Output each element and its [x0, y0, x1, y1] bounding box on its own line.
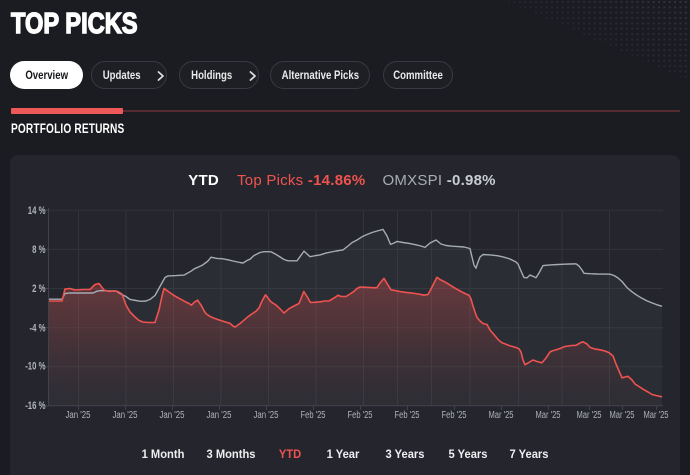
svg-text:Jan '25: Jan '25 [254, 410, 279, 421]
svg-text:Mar '25: Mar '25 [536, 410, 561, 421]
svg-text:-10 %: -10 % [25, 359, 46, 372]
svg-text:Jan '25: Jan '25 [66, 410, 91, 421]
svg-text:Jan '25: Jan '25 [160, 410, 185, 421]
svg-text:Mar '25: Mar '25 [489, 410, 514, 421]
svg-text:14 %: 14 % [28, 204, 46, 217]
svg-text:Mar '25: Mar '25 [644, 410, 669, 421]
svg-text:Mar '25: Mar '25 [610, 410, 635, 421]
svg-text:Jan '25: Jan '25 [207, 410, 232, 421]
svg-text:-16 %: -16 % [25, 399, 46, 412]
svg-text:Feb '25: Feb '25 [348, 410, 373, 421]
svg-text:Mar '25: Mar '25 [577, 410, 602, 421]
svg-text:Feb '25: Feb '25 [395, 410, 420, 421]
svg-text:2 %: 2 % [32, 282, 46, 295]
svg-text:Jan '25: Jan '25 [113, 410, 138, 421]
svg-text:-4 %: -4 % [30, 321, 47, 334]
svg-text:Feb '25: Feb '25 [301, 410, 326, 421]
svg-text:Feb '25: Feb '25 [442, 410, 467, 421]
svg-text:8 %: 8 % [32, 243, 46, 256]
